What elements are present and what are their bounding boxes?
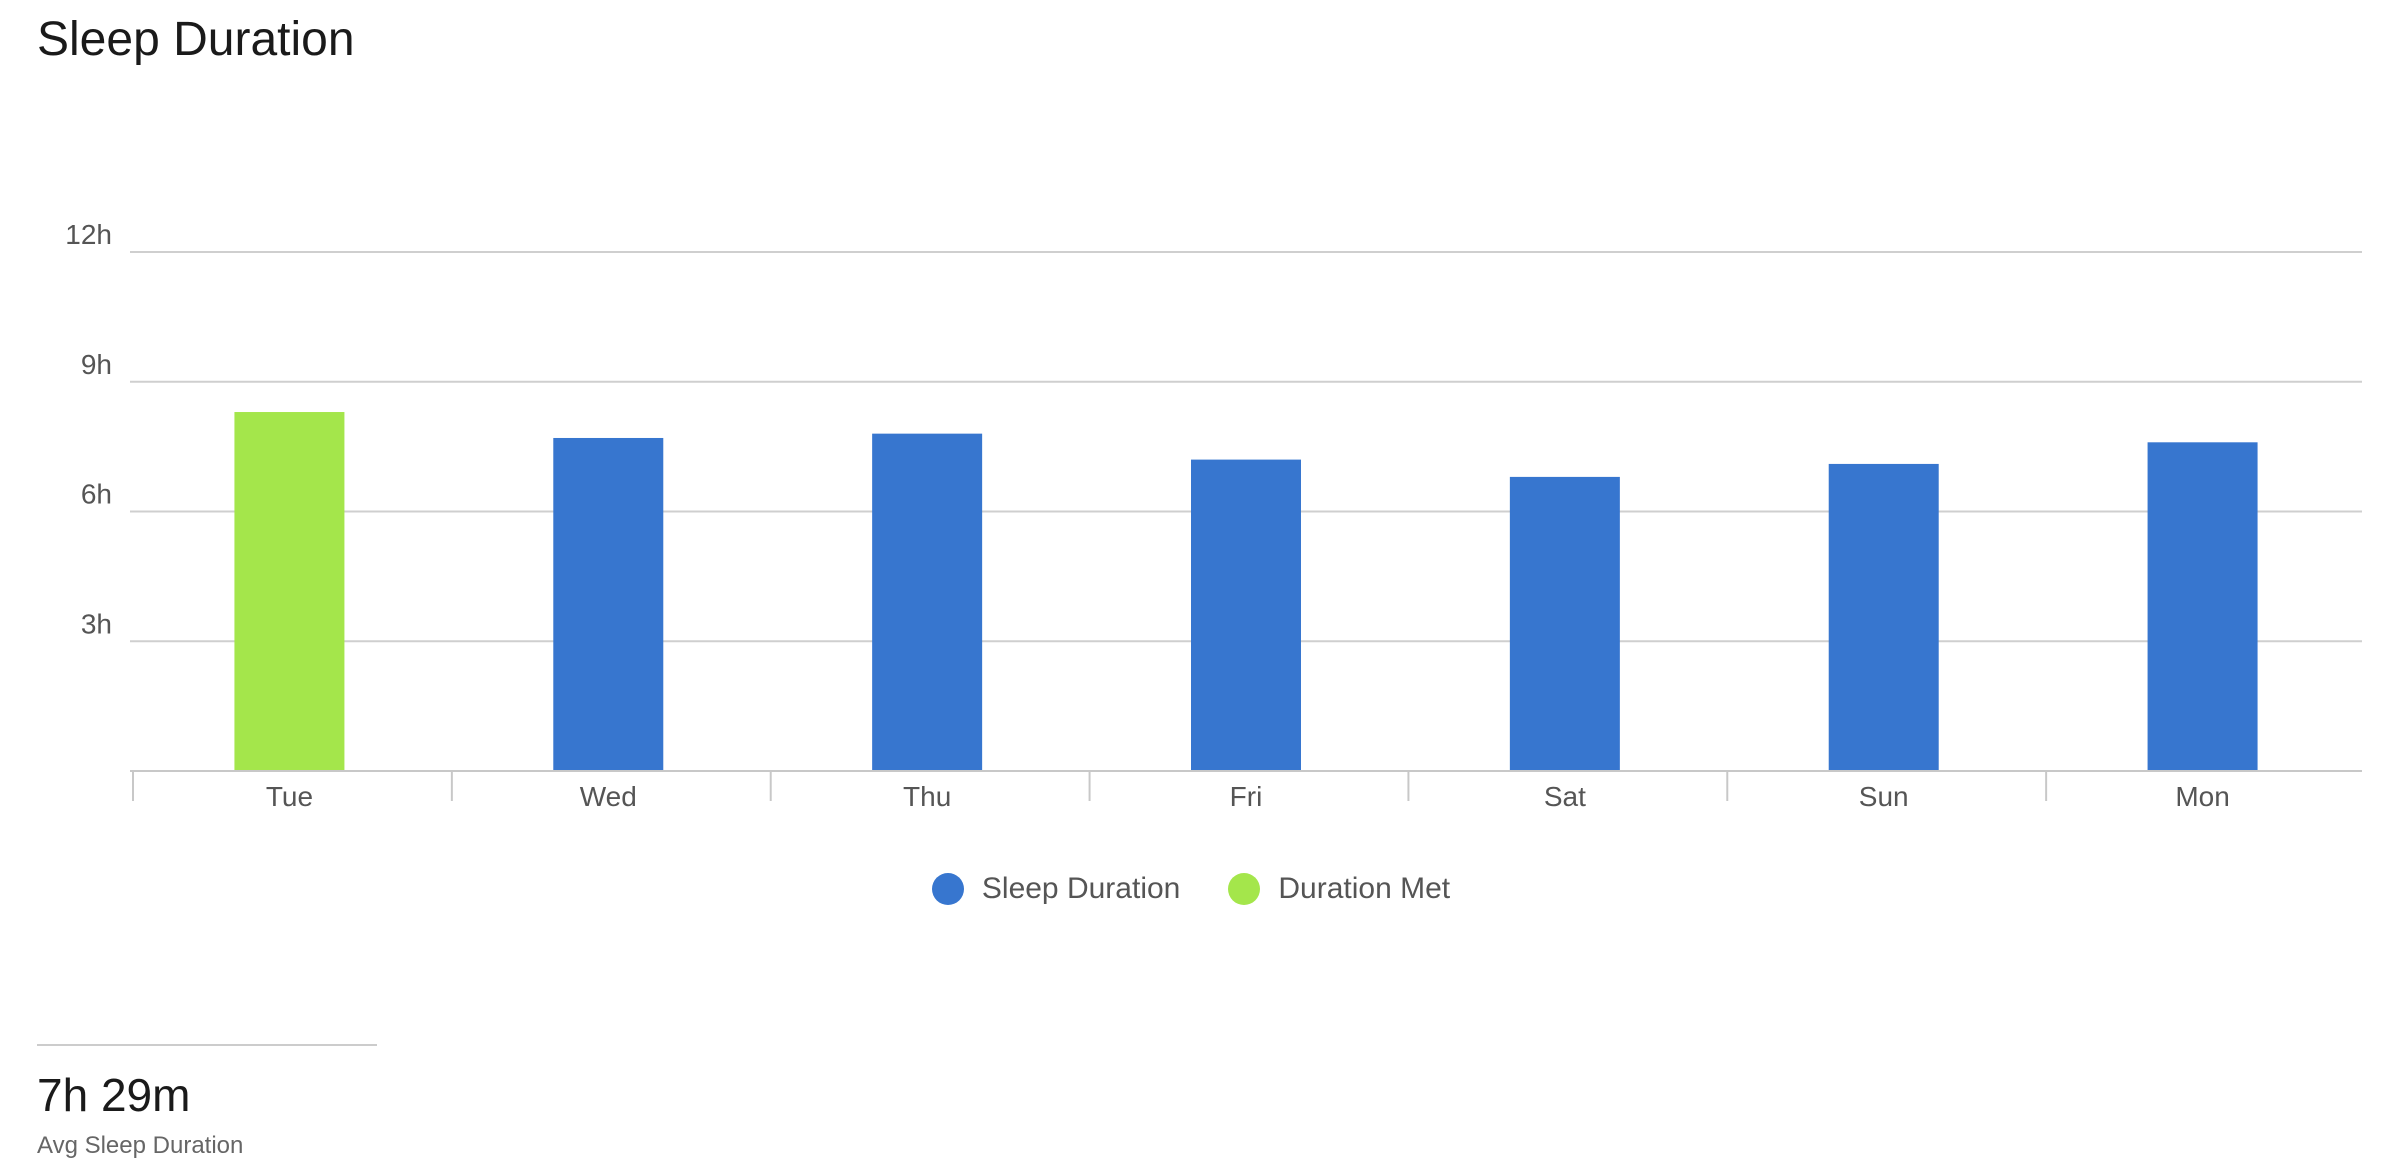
bar-sun (1828, 463, 1939, 770)
bar-fri (1191, 459, 1301, 770)
chart-title: Sleep Duration (37, 13, 355, 66)
bar-wed (553, 437, 664, 770)
bar-mon (2147, 442, 2258, 770)
bar-tue (234, 412, 345, 770)
legend-marker-sleep-duration (931, 873, 964, 905)
summary-divider (37, 1044, 377, 1046)
avg-sleep-label: Avg Sleep Duration (37, 1132, 244, 1159)
legend-marker-duration-met (1228, 873, 1261, 905)
y-tick-label: 3h (81, 608, 112, 639)
x-tick-label: Mon (2175, 781, 2229, 812)
avg-sleep-value: 7h 29m (37, 1069, 191, 1121)
legend-label-sleep-duration: Sleep Duration (981, 872, 1181, 905)
y-tick-label: 12h (65, 219, 112, 250)
x-tick-label: Fri (1230, 781, 1263, 812)
x-tick-label: Wed (580, 781, 637, 812)
y-tick-label: 9h (81, 349, 112, 380)
legend-item-sleep-duration[interactable]: Sleep Duration (931, 872, 1181, 906)
x-tick-label: Thu (903, 781, 951, 812)
chart-legend: Sleep Duration Duration Met (0, 872, 2382, 906)
sleep-duration-chart: 3h 6h 9h 12h Tue Wed Thu Fri Sat Sun Mon (65, 219, 2362, 812)
bar-thu (872, 433, 983, 770)
legend-item-duration-met[interactable]: Duration Met (1228, 872, 1450, 906)
x-tick-label: Sat (1544, 781, 1586, 812)
average-summary: 7h 29m Avg Sleep Duration (37, 1044, 377, 1160)
bar-sat (1509, 476, 1620, 770)
x-tick-label: Tue (266, 781, 313, 812)
legend-label-duration-met: Duration Met (1278, 872, 1451, 905)
x-tick-label: Sun (1859, 781, 1909, 812)
y-tick-label: 6h (81, 479, 112, 510)
